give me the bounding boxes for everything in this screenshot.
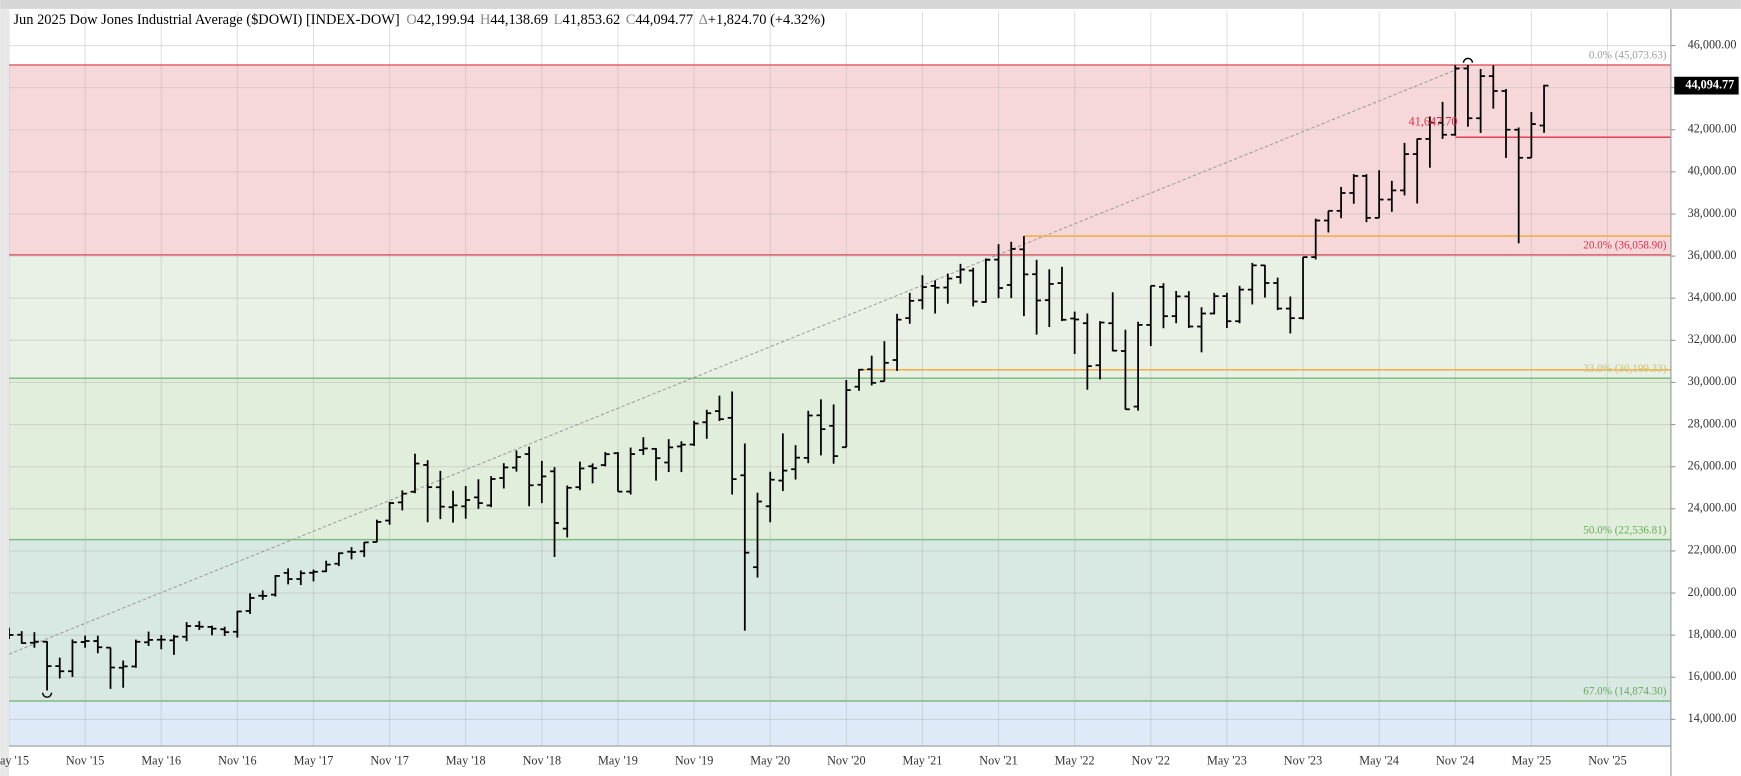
fib-label: 20.0% (36,058.90) <box>1583 240 1666 252</box>
header-value: 42,199.94 <box>417 12 475 28</box>
header-title: Jun 2025 Dow Jones Industrial Average ($… <box>13 12 399 28</box>
y-tick-label: 42,000.00 <box>1688 122 1737 136</box>
x-tick-label: May '25 <box>1511 753 1551 767</box>
x-tick-label: May '20 <box>750 753 790 767</box>
header-key: L <box>554 12 563 28</box>
fib-label: 33.0% (30,199.33) <box>1583 363 1666 375</box>
x-tick-label: May '15 <box>0 753 29 767</box>
header-key: Δ <box>699 12 708 28</box>
x-tick-label: May '17 <box>294 753 334 767</box>
chart-header: Jun 2025 Dow Jones Industrial Average ($… <box>13 12 825 28</box>
y-tick-label: 14,000.00 <box>1688 711 1737 725</box>
x-tick-label: Nov '16 <box>218 753 256 767</box>
x-tick-label: May '19 <box>598 753 638 767</box>
level-label: 41,647.70 <box>1409 115 1458 129</box>
y-tick-label: 18,000.00 <box>1688 627 1737 641</box>
y-tick-label: 38,000.00 <box>1688 206 1737 220</box>
x-tick-label: Nov '25 <box>1588 753 1626 767</box>
x-tick-label: Nov '21 <box>979 753 1017 767</box>
y-tick-label: 32,000.00 <box>1688 332 1737 346</box>
y-tick-label: 24,000.00 <box>1688 501 1737 515</box>
x-tick-label: Nov '17 <box>370 753 408 767</box>
fib-label: 0.0% (45,073.63) <box>1589 50 1667 62</box>
y-tick-label: 26,000.00 <box>1688 458 1737 472</box>
last-price-label: 44,094.77 <box>1685 77 1734 91</box>
last-price-box <box>1674 76 1739 95</box>
y-tick-label: 46,000.00 <box>1688 37 1737 51</box>
high-marker <box>1462 57 1474 63</box>
y-tick-label: 34,000.00 <box>1688 290 1737 304</box>
header-key: H <box>480 12 490 28</box>
fib-zone <box>9 378 1671 540</box>
y-tick-label: 22,000.00 <box>1688 543 1737 557</box>
header-value: 44,138.69 <box>490 12 548 28</box>
header-key: C <box>626 12 636 28</box>
x-tick-label: May '23 <box>1207 753 1247 767</box>
x-tick-label: May '24 <box>1359 753 1399 767</box>
y-tick-label: 40,000.00 <box>1688 164 1737 178</box>
trendline <box>9 64 1469 655</box>
x-tick-label: Nov '19 <box>675 753 713 767</box>
left-strip <box>0 8 10 776</box>
fib-label: 67.0% (14,874.30) <box>1583 686 1666 698</box>
plot-area <box>9 11 1671 747</box>
fib-zone <box>9 700 1671 747</box>
x-tick-label: Nov '23 <box>1284 753 1322 767</box>
top-strip <box>0 0 1741 9</box>
x-tick-label: Nov '20 <box>827 753 865 767</box>
y-tick-label: 16,000.00 <box>1688 669 1737 683</box>
y-tick-label: 28,000.00 <box>1688 416 1737 430</box>
x-tick-label: Nov '22 <box>1132 753 1170 767</box>
header-value: +1,824.70 (+4.32%) <box>708 12 825 28</box>
x-tick-label: May '18 <box>446 753 486 767</box>
y-tick-label: 30,000.00 <box>1688 374 1737 388</box>
x-tick-label: May '22 <box>1055 753 1095 767</box>
x-tick-label: May '16 <box>141 753 181 767</box>
x-tick-label: May '21 <box>903 753 943 767</box>
overlay: 14,000.00 16,000.00 18,000.00 20,000.00 22,0… <box>0 37 1739 767</box>
header-value: 44,094.77 <box>635 12 693 28</box>
x-tick-label: Nov '15 <box>66 753 104 767</box>
y-tick-label: 20,000.00 <box>1688 585 1737 599</box>
low-marker <box>41 692 53 698</box>
y-tick-label: 36,000.00 <box>1688 248 1737 262</box>
header-value: 41,853.62 <box>562 12 620 28</box>
fib-zone <box>9 539 1671 701</box>
fib-zone <box>9 65 1671 255</box>
x-tick-label: Nov '18 <box>523 753 561 767</box>
header-key: O <box>406 12 416 28</box>
fib-zone <box>9 254 1671 379</box>
x-tick-label: Nov '24 <box>1436 753 1474 767</box>
fib-label: 50.0% (22,536.81) <box>1583 524 1666 536</box>
